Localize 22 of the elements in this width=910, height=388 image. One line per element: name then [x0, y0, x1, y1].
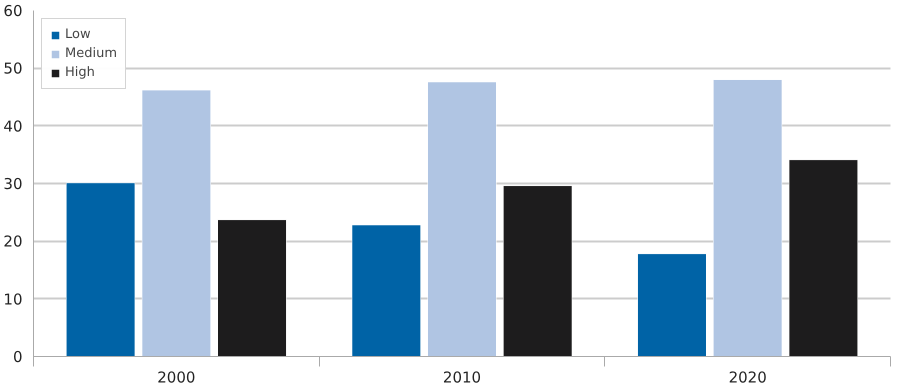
bar	[503, 186, 572, 356]
bar	[788, 160, 858, 356]
y-tick-label: 0	[12, 348, 23, 366]
legend-label: Medium	[65, 46, 117, 61]
bar	[427, 82, 497, 356]
legend-label: Low	[65, 27, 91, 42]
y-tick-label: 10	[3, 290, 23, 308]
y-tick-label: 30	[3, 175, 23, 193]
legend-label: High	[65, 65, 95, 80]
bar	[142, 90, 211, 356]
y-tick-label: 50	[3, 60, 23, 78]
x-tick-label: 2020	[728, 368, 767, 386]
x-tick-label: 2010	[442, 368, 482, 386]
y-tick-label: 20	[3, 232, 23, 251]
bar	[66, 182, 136, 356]
bar	[637, 254, 706, 356]
x-tick-label: 2000	[157, 368, 196, 386]
y-tick-label: 40	[3, 117, 23, 136]
bar	[713, 79, 782, 356]
bar	[352, 224, 421, 356]
bar	[218, 220, 287, 356]
y-tick-label: 60	[3, 2, 23, 20]
